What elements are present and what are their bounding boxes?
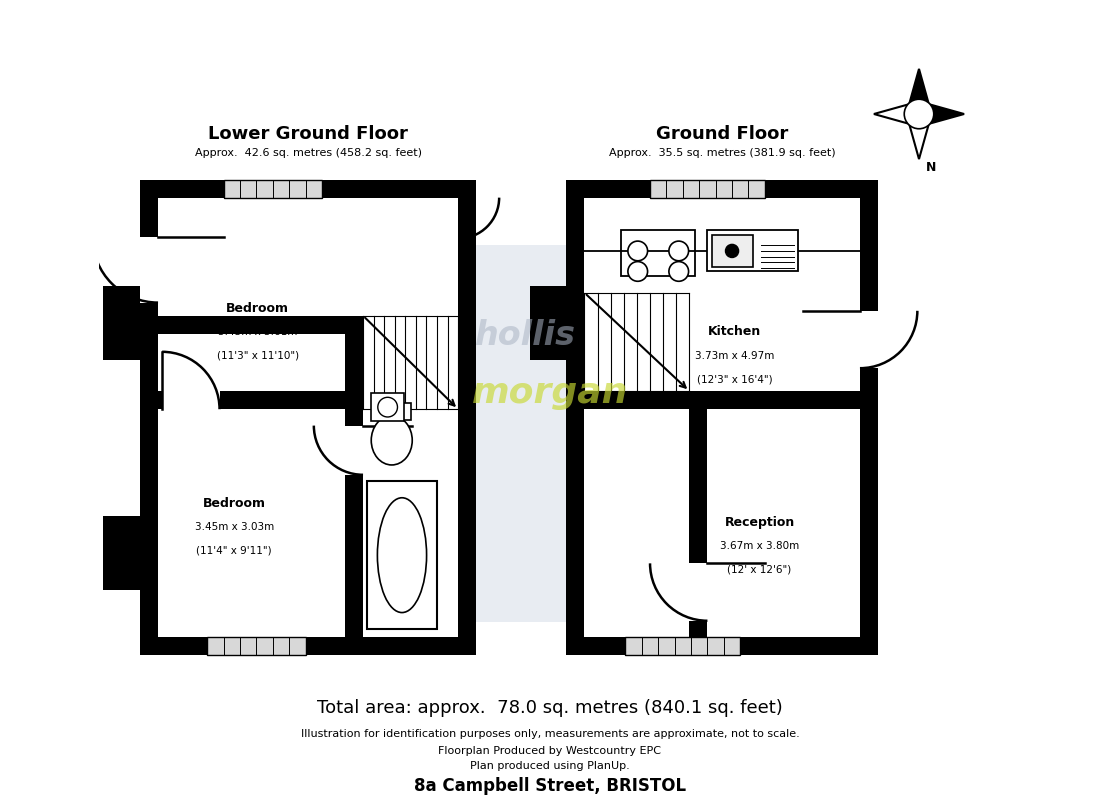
Bar: [566, 637, 878, 655]
Bar: [860, 310, 882, 368]
Text: (12'3" x 16'4"): (12'3" x 16'4"): [697, 374, 772, 384]
Text: 3.73m x 4.97m: 3.73m x 4.97m: [695, 350, 774, 361]
Ellipse shape: [371, 416, 412, 465]
Bar: [140, 637, 476, 655]
Bar: [103, 286, 140, 360]
Bar: [707, 230, 798, 271]
Circle shape: [377, 398, 397, 417]
Polygon shape: [873, 69, 964, 159]
Bar: [374, 403, 410, 420]
Text: (11'4" x 9'11"): (11'4" x 9'11"): [196, 546, 272, 555]
Circle shape: [669, 262, 689, 282]
Bar: [566, 391, 878, 409]
Bar: [371, 393, 404, 422]
Text: Illustration for identification purposes only, measurements are approximate, not: Illustration for identification purposes…: [300, 730, 800, 739]
Bar: [621, 230, 695, 275]
Bar: [223, 179, 322, 198]
Circle shape: [669, 241, 689, 261]
Text: Approx.  42.6 sq. metres (458.2 sq. feet): Approx. 42.6 sq. metres (458.2 sq. feet): [195, 148, 421, 158]
Circle shape: [726, 244, 738, 258]
Text: morgan: morgan: [472, 376, 628, 410]
Bar: [712, 234, 752, 267]
Text: 8a Campbell Street, BRISTOL: 8a Campbell Street, BRISTOL: [414, 777, 686, 794]
Text: (12' x 12'6"): (12' x 12'6"): [727, 565, 792, 574]
Bar: [584, 198, 860, 637]
Bar: [140, 179, 158, 655]
Text: Bedroom: Bedroom: [202, 497, 265, 510]
Bar: [566, 179, 584, 655]
Bar: [529, 286, 566, 360]
Text: N: N: [926, 161, 936, 174]
Text: Approx.  35.5 sq. metres (381.9 sq. feet): Approx. 35.5 sq. metres (381.9 sq. feet): [609, 148, 836, 158]
Bar: [566, 179, 878, 198]
Bar: [162, 387, 220, 409]
Bar: [345, 409, 363, 655]
Text: Total area: approx.  78.0 sq. metres (840.1 sq. feet): Total area: approx. 78.0 sq. metres (840…: [317, 699, 783, 717]
Bar: [103, 516, 140, 590]
Text: hollis: hollis: [475, 319, 576, 352]
Bar: [345, 426, 367, 474]
Bar: [140, 391, 345, 409]
Text: Lower Ground Floor: Lower Ground Floor: [208, 126, 408, 143]
Bar: [370, 245, 632, 622]
Bar: [860, 179, 878, 655]
Bar: [690, 563, 712, 621]
Bar: [367, 482, 437, 629]
Text: Ground Floor: Ground Floor: [656, 126, 789, 143]
Text: (11'3" x 11'10"): (11'3" x 11'10"): [217, 350, 299, 361]
Circle shape: [628, 241, 648, 261]
Circle shape: [904, 99, 934, 129]
Polygon shape: [910, 69, 928, 114]
Bar: [626, 637, 740, 655]
Text: 3.45m x 3.03m: 3.45m x 3.03m: [195, 522, 274, 532]
Bar: [158, 316, 346, 334]
Circle shape: [628, 262, 648, 282]
Text: Kitchen: Kitchen: [708, 326, 761, 338]
Text: Bedroom: Bedroom: [227, 302, 289, 314]
Polygon shape: [918, 104, 964, 124]
Text: 3.67m x 3.80m: 3.67m x 3.80m: [720, 541, 800, 551]
Bar: [207, 637, 306, 655]
Bar: [690, 409, 707, 655]
Bar: [459, 179, 476, 655]
Ellipse shape: [377, 498, 427, 613]
Text: Reception: Reception: [725, 515, 794, 529]
Text: 3.43m x 3.61m: 3.43m x 3.61m: [218, 326, 297, 337]
Bar: [345, 316, 363, 409]
Bar: [158, 198, 459, 637]
Bar: [140, 179, 476, 198]
Bar: [650, 179, 764, 198]
Text: Floorplan Produced by Westcountry EPC
Plan produced using PlanUp.: Floorplan Produced by Westcountry EPC Pl…: [439, 746, 661, 771]
Bar: [140, 237, 162, 302]
